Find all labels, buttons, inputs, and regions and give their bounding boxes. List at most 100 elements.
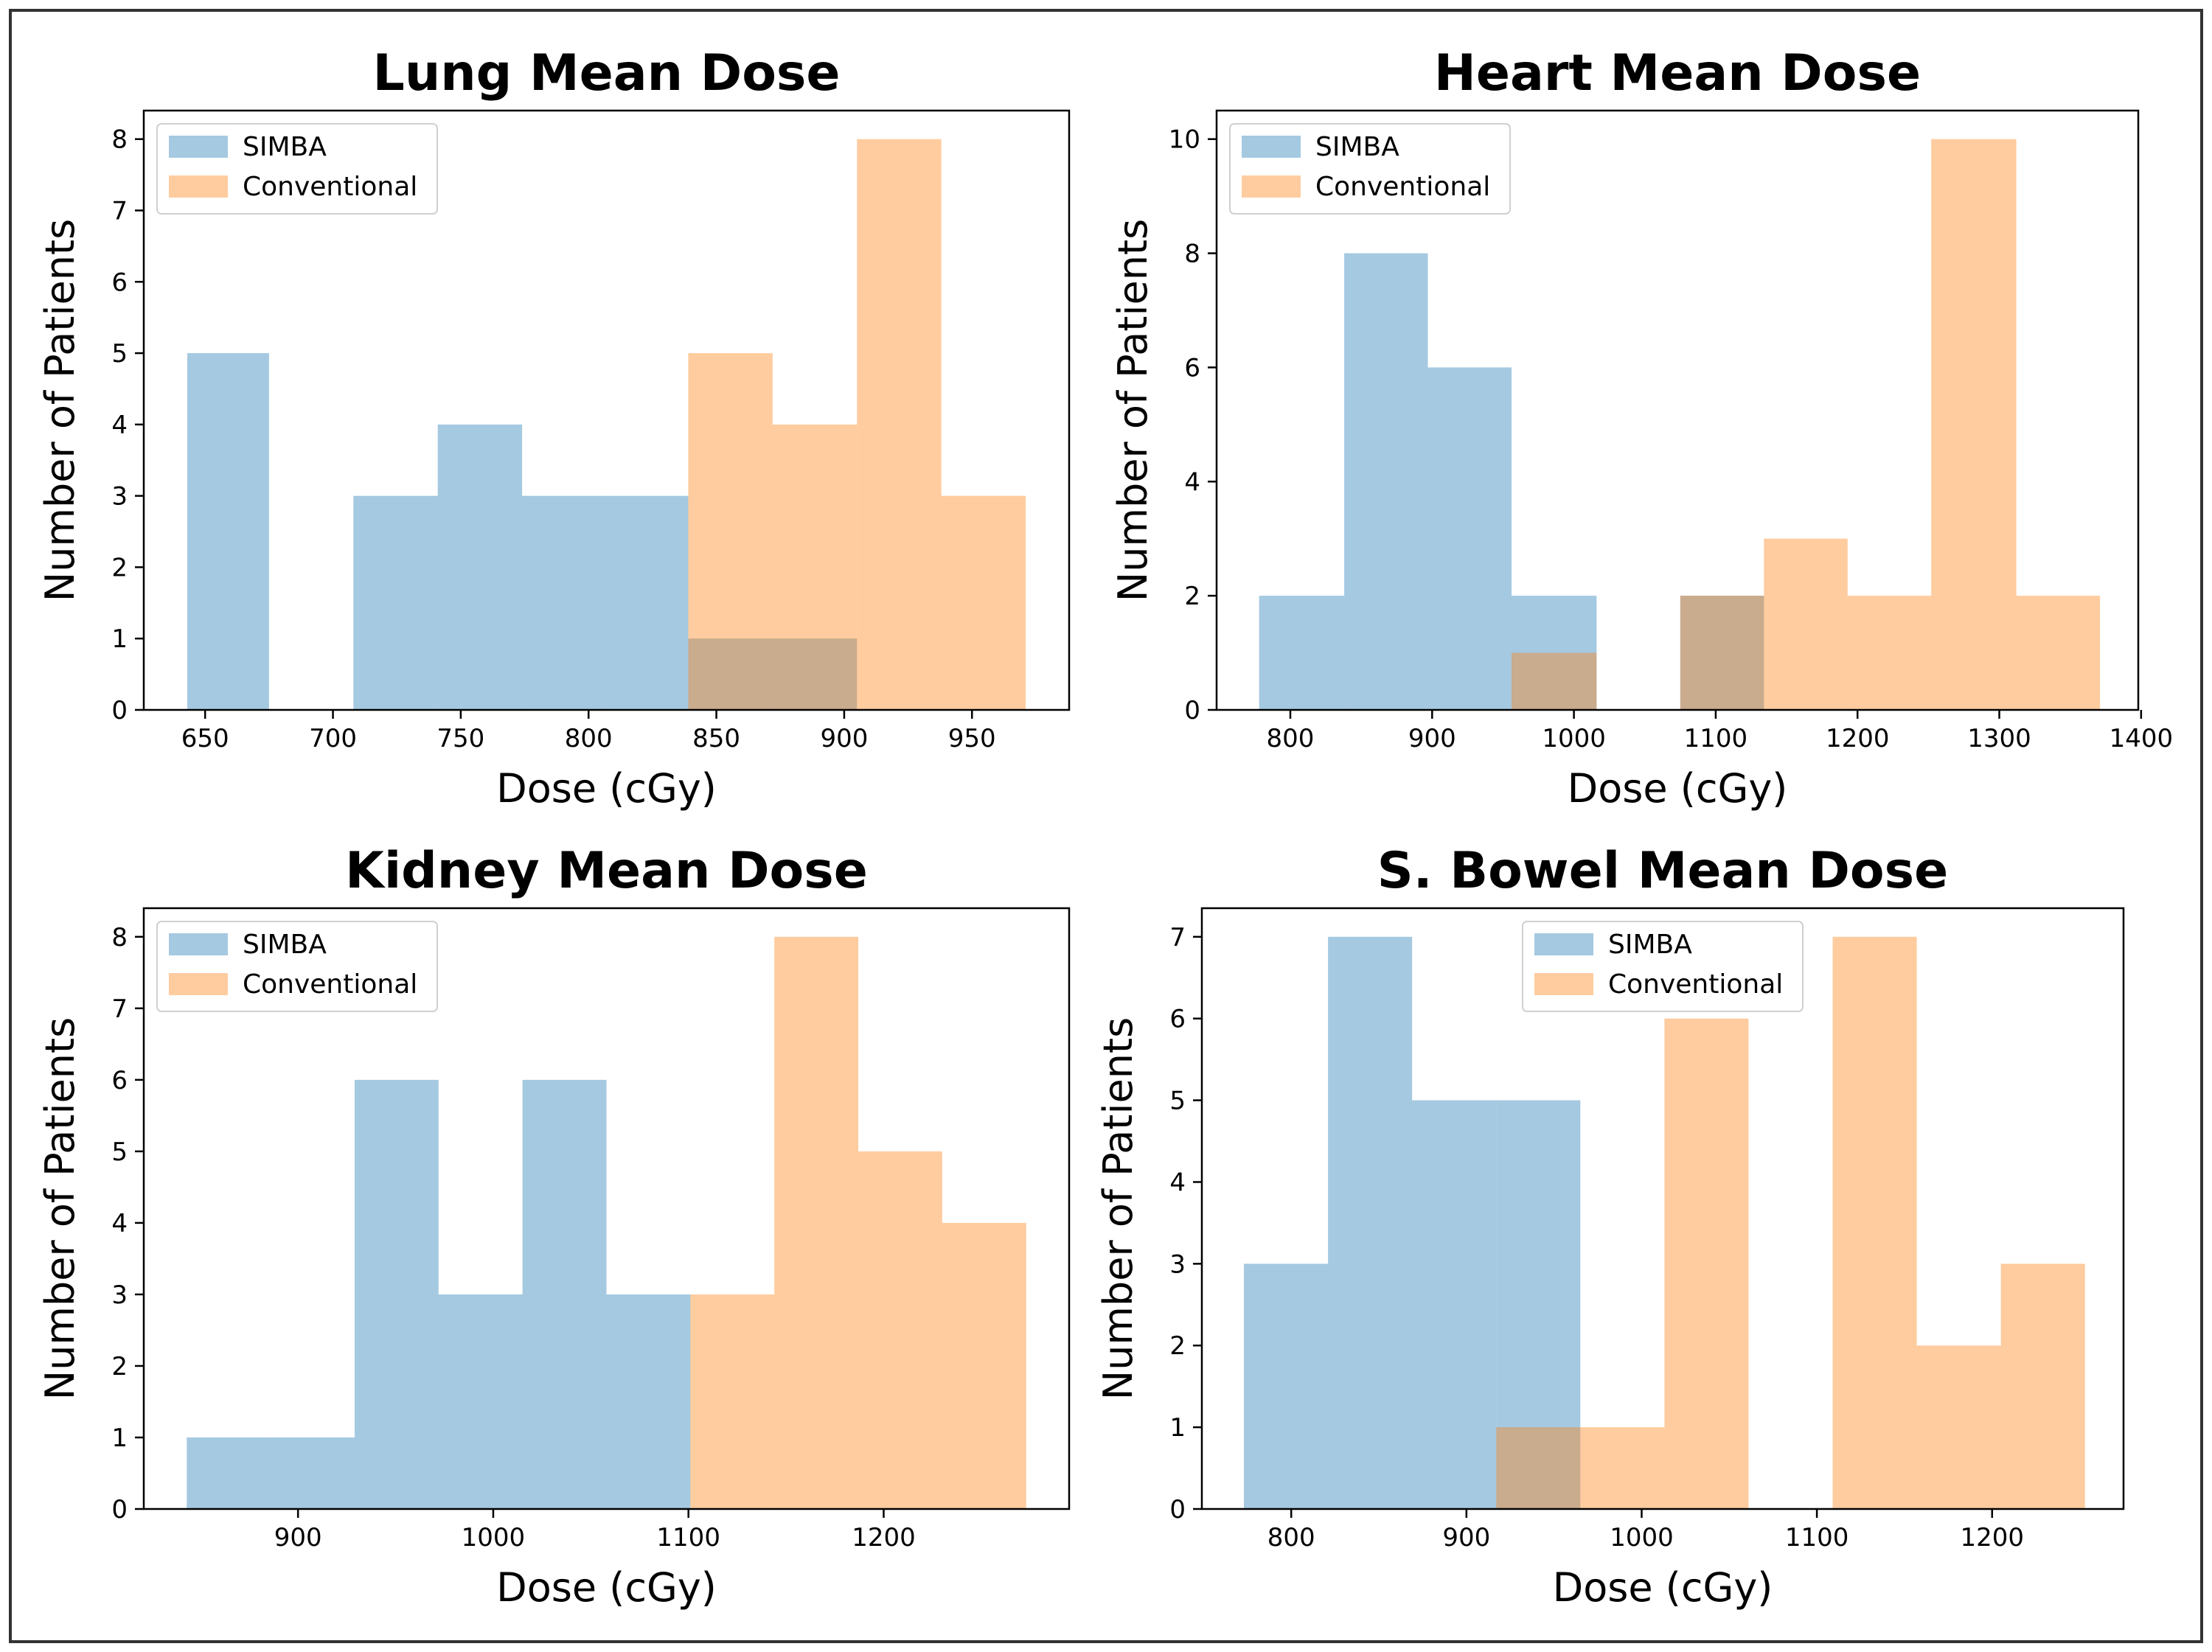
x-tick-label: 1100 (1785, 1523, 1849, 1552)
panel-kidney: Kidney Mean Dose 900 1000 1100 1200 0 1 2 3 4 5 6 7 8… (37, 842, 1071, 1611)
x-tick-label: 900 (1408, 724, 1456, 753)
x-axis-label: Dose (cGy) (1553, 1564, 1773, 1611)
bar-conventional (1764, 538, 1848, 710)
x-tick-label: 1100 (656, 1523, 720, 1552)
legend-swatch-conventional (1242, 175, 1301, 198)
bars (187, 139, 1026, 710)
legend-label-simba: SIMBA (243, 930, 327, 960)
y-tick-label: 4 (111, 1209, 128, 1238)
y-tick-label: 5 (1169, 1087, 1186, 1116)
bar-simba (1496, 1100, 1581, 1509)
bar-simba (1244, 1264, 1329, 1509)
legend-swatch-conventional (169, 175, 228, 198)
panel-bowel: S. Bowel Mean Dose 800 900 1000 1100 1200 0 1 2 3… (1095, 842, 2125, 1611)
y-tick-label: 7 (1169, 923, 1186, 952)
bar-conventional (857, 139, 942, 710)
bar-simba (604, 495, 689, 710)
bar-simba (606, 1294, 691, 1509)
bar-simba (353, 495, 438, 710)
panel-heart: Heart Mean Dose 800 900 1000 1100 1200 1300 140… (1110, 44, 2173, 812)
chart-title: Lung Mean Dose (372, 44, 840, 102)
legend-label-simba: SIMBA (1315, 132, 1399, 162)
chart-title: S. Bowel Mean Dose (1377, 842, 1948, 900)
legend-swatch-conventional (1534, 973, 1593, 995)
bar-conventional (1847, 596, 1932, 710)
bar-simba (354, 1079, 439, 1509)
bar-simba (1412, 1100, 1497, 1509)
y-tick-label: 3 (111, 1280, 128, 1310)
y-tick-label: 1 (111, 1423, 128, 1453)
chart-title: Kidney Mean Dose (345, 842, 868, 900)
y-tick-label: 2 (111, 1352, 128, 1381)
y-tick-label: 7 (111, 197, 128, 226)
bar-simba (187, 1437, 271, 1509)
bar-simba (688, 638, 773, 710)
y-tick-label: 6 (111, 1066, 128, 1095)
legend-swatch-simba (169, 933, 228, 955)
legend-label-conventional: Conventional (1315, 172, 1490, 202)
legend-box (156, 123, 438, 215)
x-tick-label: 700 (309, 724, 357, 753)
legend: SIMBA Conventional (156, 921, 438, 1012)
bar-conventional (1496, 1427, 1581, 1509)
x-tick-label: 900 (1442, 1523, 1490, 1552)
bar-simba (187, 353, 269, 710)
y-tick-label: 4 (1169, 1168, 1186, 1197)
bar-conventional (942, 1222, 1026, 1509)
bar-simba (1512, 596, 1597, 710)
legend: SIMBA Conventional (1522, 921, 1804, 1012)
x-tick-label: 1100 (1684, 724, 1748, 753)
y-tick-label: 10 (1169, 125, 1200, 155)
x-axis-label: Dose (cGy) (496, 765, 717, 812)
bar-conventional (690, 1294, 775, 1509)
bar-simba (522, 495, 605, 710)
bars (1244, 936, 2085, 1509)
x-tick-label: 1200 (852, 1523, 916, 1552)
y-tick-label: 3 (111, 482, 128, 512)
y-tick-label: 8 (111, 923, 128, 952)
x-tick-label: 1300 (1967, 724, 2031, 753)
bar-conventional (1680, 596, 1764, 710)
y-tick-label: 7 (111, 994, 128, 1024)
x-tick-label: 800 (1267, 724, 1315, 753)
y-tick-label: 0 (111, 1495, 128, 1524)
x-axis-label: Dose (cGy) (1568, 765, 1788, 812)
legend-label-conventional: Conventional (1608, 969, 1783, 1000)
bar-simba (522, 1079, 607, 1509)
bar-conventional (858, 1151, 942, 1509)
bar-conventional (1916, 1345, 2001, 1509)
x-tick-label: 800 (565, 724, 613, 753)
x-tick-label: 1000 (1542, 724, 1606, 753)
chart-title: Heart Mean Dose (1434, 44, 1921, 102)
legend: SIMBA Conventional (1229, 123, 1511, 215)
y-tick-label: 2 (111, 553, 128, 582)
bar-simba (438, 1294, 523, 1509)
legend-swatch-simba (169, 136, 228, 158)
x-tick-label: 1200 (1961, 1523, 2025, 1552)
bar-conventional (772, 424, 858, 710)
legend-swatch-simba (1534, 933, 1593, 955)
y-tick-label: 0 (111, 696, 128, 725)
bar-conventional (2000, 1264, 2085, 1509)
legend-label-conventional: Conventional (243, 172, 417, 202)
legend-box (156, 921, 438, 1012)
y-tick-label: 0 (1169, 1495, 1186, 1524)
y-tick-label: 0 (1184, 696, 1200, 725)
plot-frame (1215, 109, 2140, 711)
x-tick-label: 800 (1267, 1523, 1315, 1552)
x-tick-label: 900 (820, 724, 868, 753)
bar-conventional (1580, 1427, 1665, 1509)
x-tick-label: 950 (948, 724, 996, 753)
bar-simba (1427, 367, 1512, 710)
y-axis-label: Number of Patients (37, 1017, 83, 1400)
bar-simba (271, 1437, 355, 1509)
panel-lung: Lung Mean Dose 650 700 750 800 850 900 950 0 1 2 3 4… (37, 44, 1071, 812)
bars (187, 936, 1026, 1509)
bar-simba (1680, 596, 1764, 710)
legend: SIMBA Conventional (156, 123, 438, 215)
y-axis-label: Number of Patients (37, 219, 83, 602)
bar-conventional (774, 936, 859, 1509)
y-tick-label: 4 (1184, 467, 1200, 497)
y-tick-label: 6 (111, 268, 128, 297)
